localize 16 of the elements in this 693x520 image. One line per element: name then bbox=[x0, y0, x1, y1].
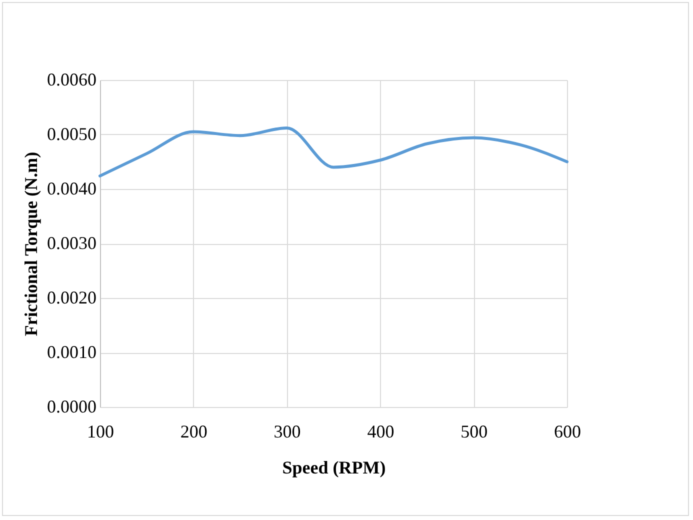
y-tick-label: 0.0030 bbox=[47, 233, 96, 253]
line-series bbox=[98, 126, 568, 178]
y-tick-label: 0.0020 bbox=[47, 288, 96, 308]
x-tick-label: 400 bbox=[367, 422, 394, 442]
x-tick-label: 100 bbox=[87, 422, 114, 442]
y-tick-label: 0.0000 bbox=[47, 396, 96, 416]
y-tick-label: 0.0050 bbox=[47, 124, 96, 144]
y-tick-label: 0.0040 bbox=[47, 178, 96, 198]
x-tick-label: 600 bbox=[554, 422, 581, 442]
x-axis-title: Speed (RPM) bbox=[282, 458, 386, 478]
x-tick-label: 300 bbox=[274, 422, 301, 442]
x-tick-label: 200 bbox=[180, 422, 208, 442]
y-tick-label: 0.0010 bbox=[47, 342, 96, 362]
y-axis-title: Frictional Torque (N.m) bbox=[21, 152, 41, 336]
x-tick-label: 500 bbox=[460, 422, 488, 442]
y-tick-label: 0.0060 bbox=[47, 70, 96, 90]
